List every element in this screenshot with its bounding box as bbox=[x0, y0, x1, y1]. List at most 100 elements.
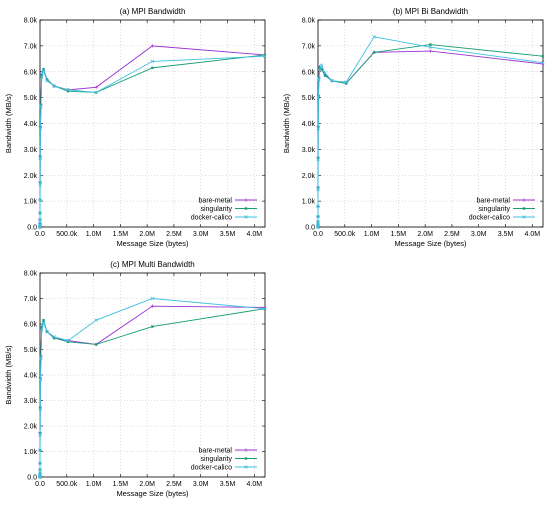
legend-marker-docker-calico bbox=[244, 465, 248, 469]
data-point bbox=[38, 433, 42, 437]
y-axis-label: Bandwidth (MB/s) bbox=[282, 93, 291, 153]
data-point bbox=[316, 95, 321, 100]
data-point bbox=[38, 474, 42, 478]
x-tick-label: 3.0M bbox=[193, 481, 209, 488]
data-point bbox=[316, 223, 320, 228]
series-docker-calico bbox=[316, 35, 545, 229]
chart-panel-2: 0.0 1.0k 2.0k 3.0k 4.0k 5.0k 6.0k 7.0k 8.0k 0.0 50… bbox=[282, 7, 545, 248]
data-point bbox=[94, 85, 98, 89]
y-tick-label: 4.0k bbox=[24, 373, 38, 380]
x-axis-label: Message Size (bytes) bbox=[116, 489, 189, 498]
data-point bbox=[52, 84, 56, 88]
y-tick-label: 4.0k bbox=[24, 121, 38, 128]
x-tick-label: 1.5M bbox=[113, 231, 129, 238]
y-tick-label: 8.0k bbox=[24, 18, 38, 25]
x-tick-label: 1.0M bbox=[86, 481, 102, 488]
data-point bbox=[323, 74, 327, 77]
x-tick-label: 4.0M bbox=[247, 481, 263, 488]
x-tick-label: 1.5M bbox=[113, 481, 129, 488]
data-point bbox=[320, 67, 323, 71]
y-tick-label: 3.0k bbox=[24, 398, 38, 405]
legend-label-singularity: singularity bbox=[200, 456, 232, 463]
y-tick-label: 3.0k bbox=[24, 147, 38, 154]
data-point bbox=[38, 471, 42, 476]
data-point bbox=[38, 378, 43, 382]
data-point bbox=[38, 156, 42, 161]
series-docker-calico bbox=[38, 296, 267, 479]
x-tick-label: 2.0M bbox=[139, 231, 155, 238]
data-point bbox=[316, 214, 320, 219]
data-point bbox=[52, 335, 56, 339]
y-axis-label: Bandwidth (MB/s) bbox=[4, 345, 13, 405]
y-tick-label: 8.0k bbox=[24, 271, 38, 278]
y-tick-label: 7.0k bbox=[302, 43, 316, 50]
data-point bbox=[317, 77, 321, 82]
legend-label-bare-metal: bare-metal bbox=[477, 198, 511, 205]
data-point bbox=[42, 318, 45, 322]
data-point bbox=[372, 51, 376, 54]
x-tick-label: 3.5M bbox=[220, 481, 236, 488]
chart-panel-3: 0.0 1.0k 2.0k 3.0k 4.0k 5.0k 6.0k 7.0k 8.0k 0.0 50… bbox=[4, 260, 267, 498]
data-point bbox=[541, 55, 544, 58]
y-tick-label: 0.0 bbox=[27, 225, 37, 232]
data-point bbox=[150, 304, 154, 308]
x-tick-label: 0.0 bbox=[35, 231, 45, 238]
series-bare-metal bbox=[38, 304, 267, 479]
legend-label-bare-metal: bare-metal bbox=[199, 198, 233, 205]
data-point bbox=[38, 461, 42, 465]
data-point bbox=[38, 182, 42, 187]
x-tick-label: 500.0k bbox=[56, 231, 78, 238]
x-tick-label: 500.0k bbox=[334, 231, 356, 238]
data-point bbox=[151, 66, 154, 70]
y-tick-label: 1.0k bbox=[24, 449, 38, 456]
y-tick-label: 6.0k bbox=[24, 69, 38, 76]
data-point bbox=[45, 79, 49, 83]
legend-label-docker-calico: docker-calico bbox=[469, 215, 510, 222]
x-tick-label: 2.5M bbox=[444, 231, 460, 238]
legend-marker-bare-metal bbox=[244, 448, 248, 452]
data-point bbox=[316, 187, 320, 192]
data-point bbox=[540, 60, 545, 65]
legend-label-docker-calico: docker-calico bbox=[191, 465, 232, 472]
x-tick-label: 2.0M bbox=[139, 481, 155, 488]
data-point bbox=[38, 218, 42, 222]
chart-title: (a) MPI Bandwidth bbox=[120, 7, 186, 16]
legend-label-singularity: singularity bbox=[200, 206, 232, 213]
y-tick-label: 5.0k bbox=[24, 347, 38, 354]
legend-marker-bare-metal bbox=[244, 198, 248, 202]
data-point bbox=[94, 90, 98, 95]
data-point bbox=[262, 306, 267, 311]
y-tick-label: 2.0k bbox=[24, 424, 38, 431]
x-tick-label: 1.0M bbox=[364, 231, 380, 238]
y-tick-label: 7.0k bbox=[24, 296, 38, 303]
y-tick-label: 2.0k bbox=[302, 173, 316, 180]
data-point bbox=[94, 343, 98, 346]
data-point bbox=[150, 44, 154, 48]
data-point bbox=[323, 71, 327, 75]
data-point bbox=[40, 75, 44, 79]
legend-marker-singularity bbox=[244, 457, 248, 460]
legend-marker-docker-calico bbox=[522, 215, 526, 219]
data-point bbox=[66, 89, 70, 93]
data-point bbox=[318, 66, 321, 70]
y-tick-label: 7.0k bbox=[24, 43, 38, 50]
x-tick-label: 4.0M bbox=[525, 231, 541, 238]
data-point bbox=[318, 67, 322, 71]
x-axis-label: Message Size (bytes) bbox=[116, 239, 189, 248]
data-point bbox=[330, 79, 334, 83]
x-tick-label: 0.0 bbox=[313, 231, 323, 238]
data-point bbox=[38, 468, 42, 472]
y-axis-label: Bandwidth (MB/s) bbox=[4, 93, 13, 153]
data-point bbox=[66, 340, 70, 344]
legend-label-docker-calico: docker-calico bbox=[191, 215, 232, 222]
y-tick-label: 5.0k bbox=[302, 95, 316, 102]
x-tick-label: 500.0k bbox=[56, 481, 78, 488]
data-point bbox=[429, 43, 432, 46]
data-point bbox=[40, 327, 44, 331]
y-tick-label: 5.0k bbox=[24, 95, 38, 102]
legend-marker-singularity bbox=[244, 207, 248, 210]
y-tick-label: 1.0k bbox=[302, 199, 316, 206]
